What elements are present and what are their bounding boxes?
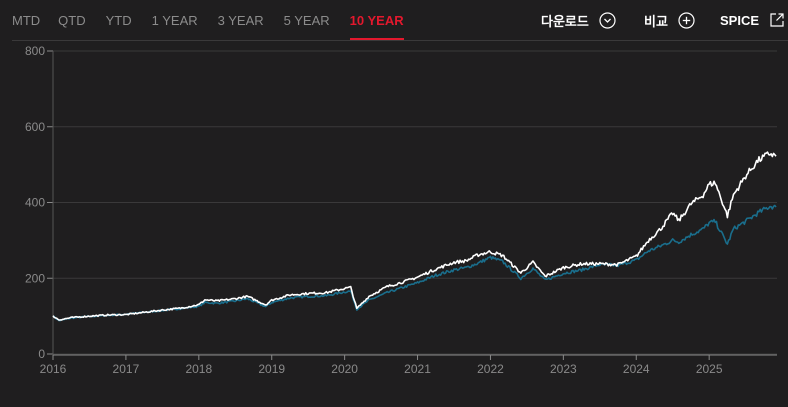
y-tick-label: 200 <box>25 271 45 285</box>
y-axis-labels: 0 200 400 600 800 <box>25 44 45 361</box>
series-line-1 <box>52 204 777 322</box>
x-tick-label: 2018 <box>185 362 212 376</box>
chart-series <box>52 151 777 322</box>
chart-grid <box>47 50 777 355</box>
x-tick-label: 2021 <box>404 362 431 376</box>
x-tick-label: 2019 <box>258 362 285 376</box>
tab-mtd[interactable]: MTD <box>12 13 41 28</box>
tab-10-year[interactable]: 10 YEAR <box>349 0 404 40</box>
chevron-down-circle-icon <box>599 11 616 29</box>
y-tick-label: 800 <box>25 44 45 58</box>
tab-1-year[interactable]: 1 YEAR <box>151 13 198 28</box>
spice-label: SPICE <box>720 12 760 28</box>
x-tick-label: 2024 <box>623 362 650 376</box>
x-tick-label: 2025 <box>696 362 723 376</box>
x-tick-label: 2022 <box>477 362 504 376</box>
tabs-divider <box>12 40 788 41</box>
x-axis: 2016 2017 2018 2019 2020 2021 2022 2023 2024 2025 <box>40 354 777 376</box>
x-tick-label: 2016 <box>40 362 67 376</box>
tab-qtd[interactable]: QTD <box>58 13 86 28</box>
tab-3-year[interactable]: 3 YEAR <box>217 13 264 28</box>
tab-5-year[interactable]: 5 YEAR <box>283 13 330 28</box>
spice-link[interactable]: SPICE <box>720 10 785 30</box>
download-label: 다운로드 <box>541 13 589 29</box>
download-button[interactable]: 다운로드 <box>541 10 616 30</box>
y-tick-label: 400 <box>25 196 45 210</box>
y-tick-label: 0 <box>38 347 45 361</box>
x-tick-label: 2020 <box>331 362 358 376</box>
compare-label: 비교 <box>644 13 668 29</box>
y-tick-label: 600 <box>25 120 45 134</box>
chart-actions: 다운로드 비교 SPICE <box>0 10 788 30</box>
compare-button[interactable]: 비교 <box>644 10 695 30</box>
external-link-icon <box>769 12 785 28</box>
x-tick-label: 2017 <box>113 362 140 376</box>
period-tabs: MTD QTD YTD 1 YEAR 3 YEAR 5 YEAR 10 YEAR <box>0 0 404 40</box>
series-line-0 <box>52 151 777 321</box>
tab-ytd[interactable]: YTD <box>105 13 132 28</box>
x-tick-label: 2023 <box>550 362 577 376</box>
plus-circle-icon <box>678 11 695 29</box>
